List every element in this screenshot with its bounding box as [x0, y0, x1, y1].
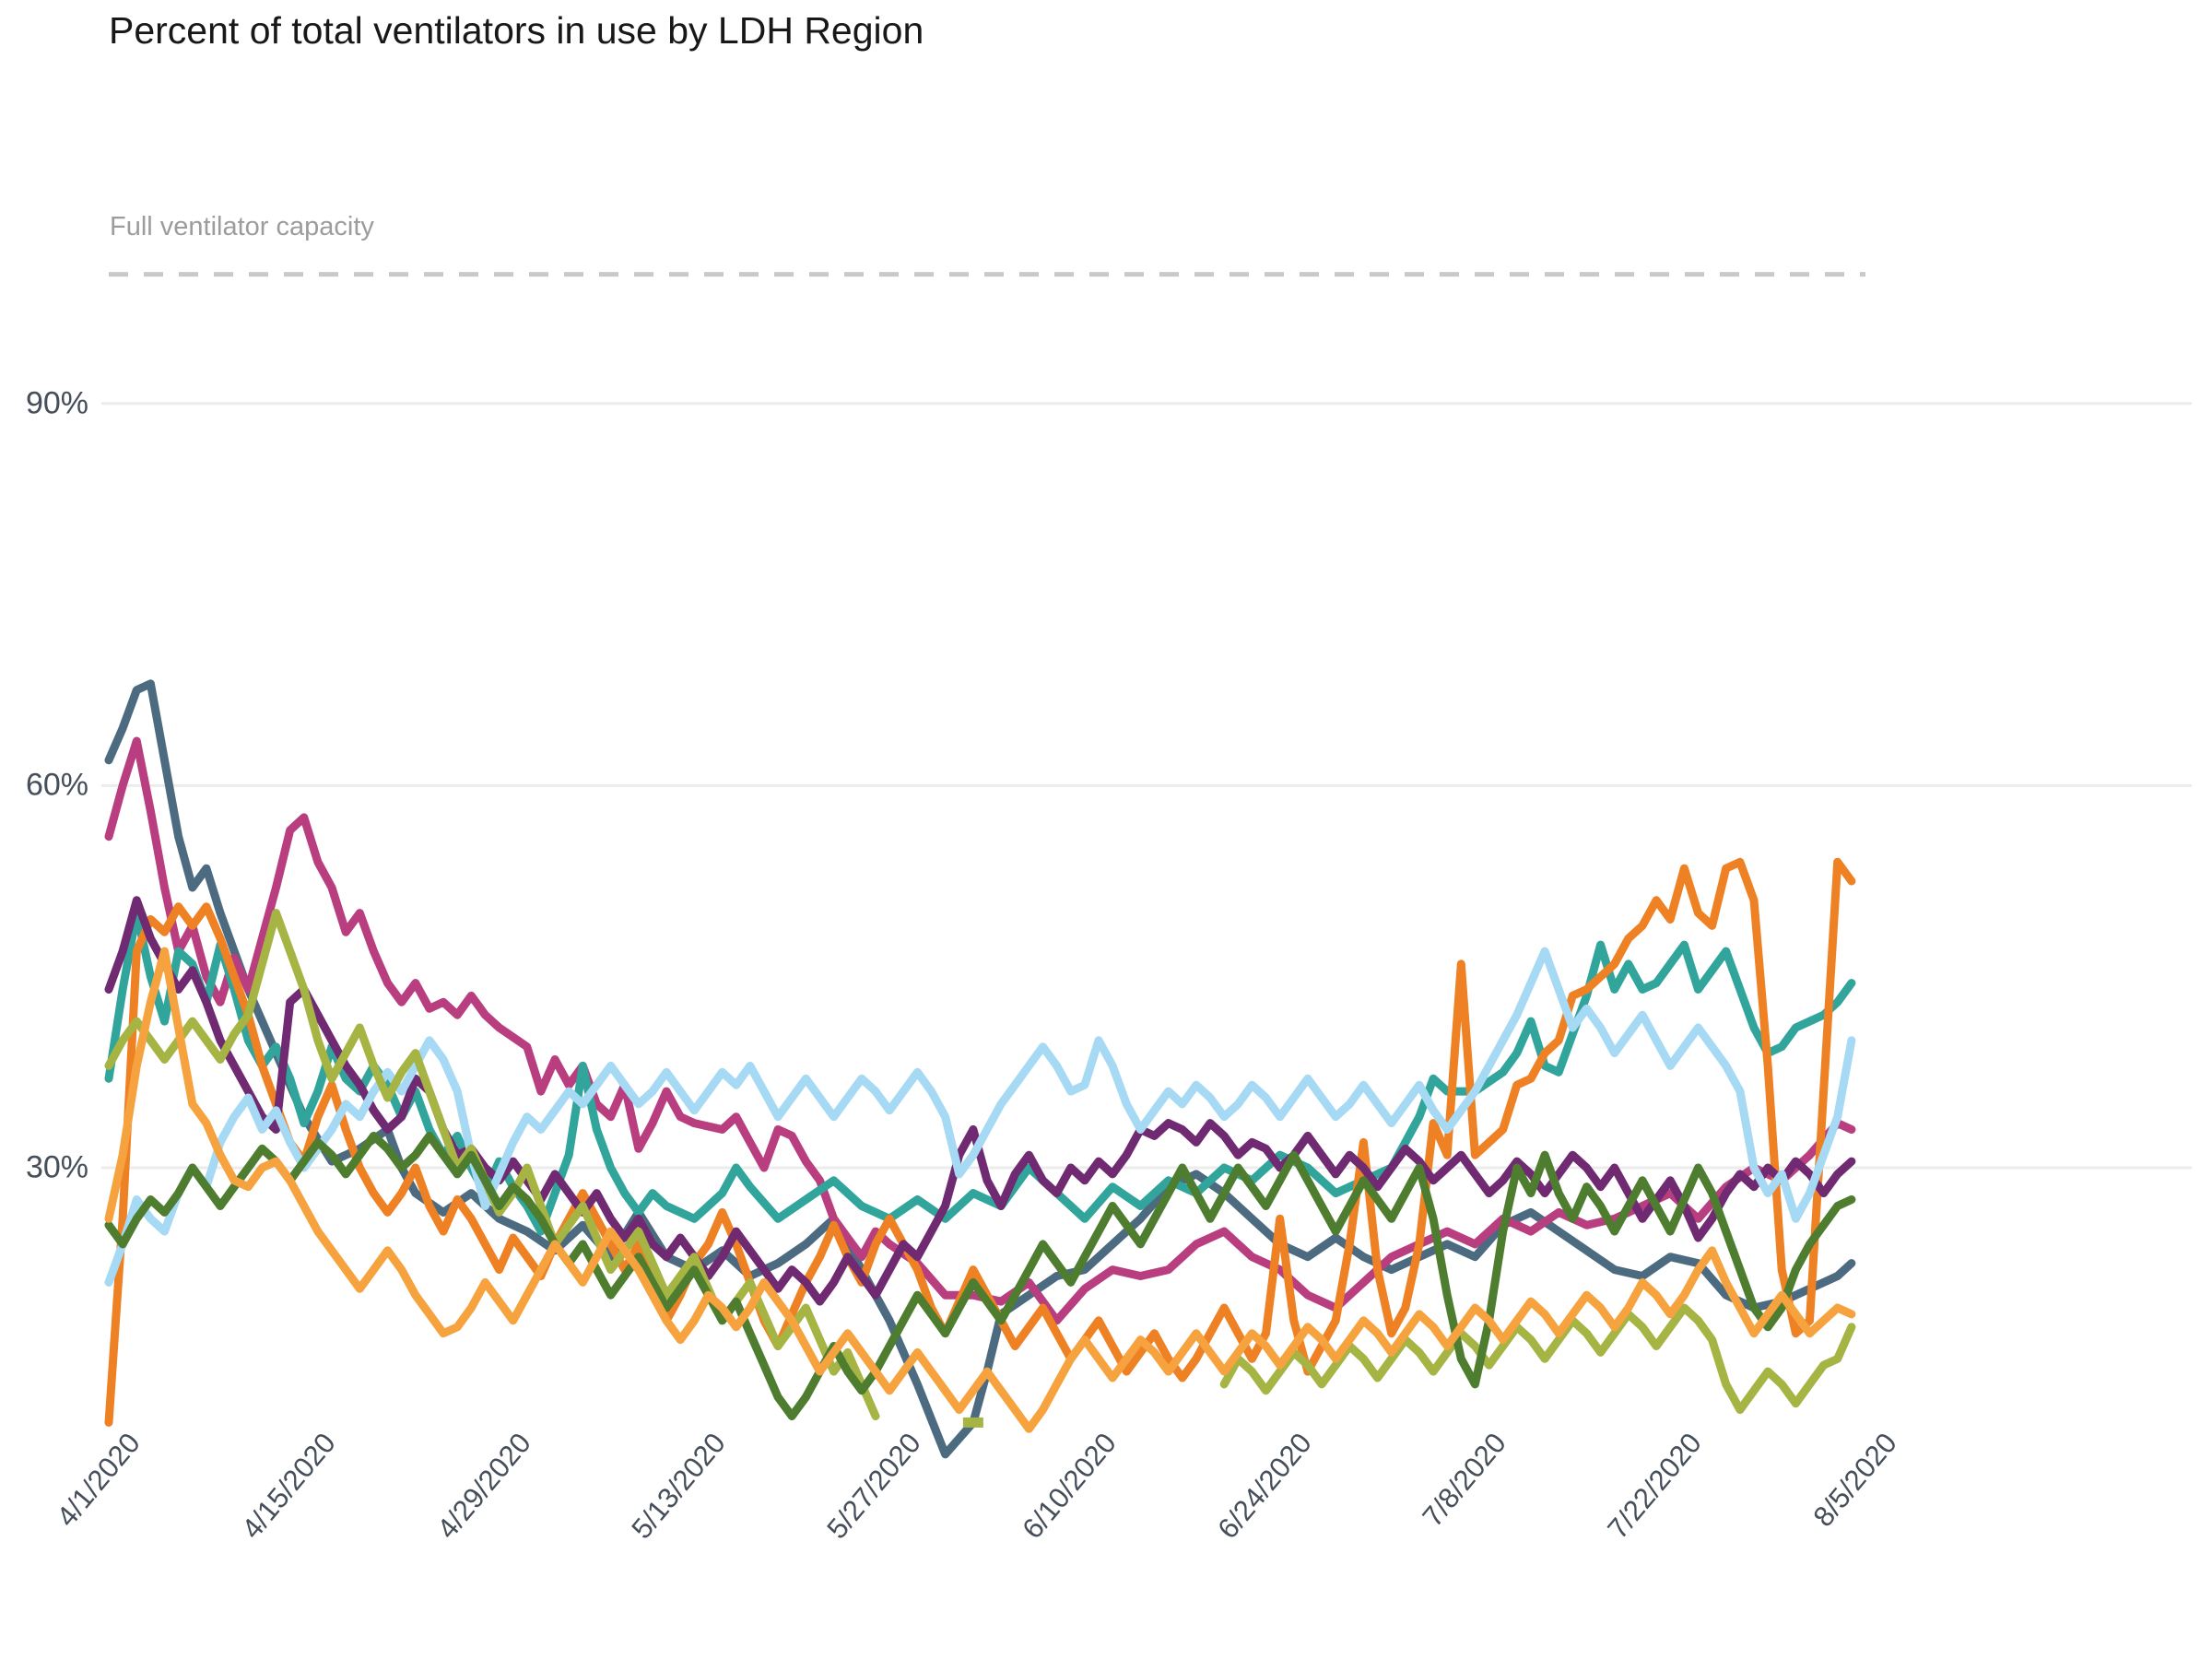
- y-axis-label: 30%: [25, 1149, 88, 1185]
- series-purple-line: [104, 896, 1856, 1306]
- series-olive-point: [962, 1417, 983, 1428]
- y-axis-label: 90%: [25, 385, 88, 421]
- series-magenta-line: [104, 736, 1856, 1325]
- capacity-reference-label: Full ventilator capacity: [110, 212, 374, 241]
- y-axis-label: 60%: [25, 767, 88, 803]
- series-light-blue-line: [104, 947, 1856, 1287]
- series-green-line: [104, 1131, 1856, 1420]
- page-title: Percent of total ventilators in use by L…: [109, 9, 924, 52]
- series-orange-line: [104, 857, 1856, 1427]
- series-olive-line: [1219, 1303, 1856, 1415]
- series-amber-line: [104, 947, 1856, 1433]
